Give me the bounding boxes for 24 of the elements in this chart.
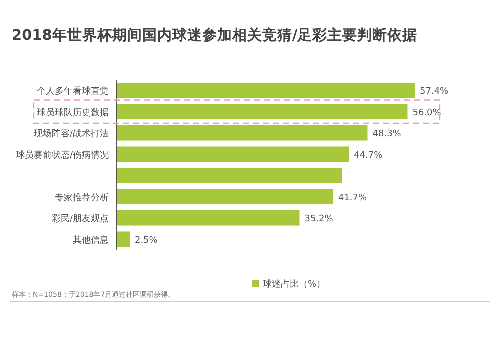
y-tick-label: 彩民/朋友观点 xyxy=(52,214,109,225)
bar xyxy=(117,146,350,162)
data-label: 44.7% xyxy=(354,150,384,161)
legend-label: 球迷占比（%） xyxy=(263,279,326,290)
y-tick-label: 球员赛前状态/伤病情况 xyxy=(16,150,109,161)
y-tick-label: 个人多年看球直觉 xyxy=(37,86,109,98)
bar xyxy=(117,232,130,248)
bar xyxy=(117,104,408,120)
chart-title: 2018年世界杯期间国内球迷参加相关竞猜/足彩主要判断依据 xyxy=(12,26,418,44)
bar xyxy=(117,82,415,98)
bar xyxy=(117,189,334,205)
data-label: 48.3% xyxy=(372,130,402,140)
bar xyxy=(117,210,300,226)
data-label: 2.5% xyxy=(134,236,158,246)
data-label: 41.7% xyxy=(338,193,368,204)
y-tick-label: 球员球队历史数据 xyxy=(37,107,109,118)
data-label: 56.0% xyxy=(412,108,442,118)
data-label: 57.4% xyxy=(420,87,450,98)
bar xyxy=(117,125,368,141)
y-tick-label: 专家推荐分析 xyxy=(55,192,109,204)
y-tick-label: 其他信息 xyxy=(73,234,109,246)
bar xyxy=(117,168,342,184)
y-tick-label: 现场阵容/战术打法 xyxy=(34,128,109,140)
data-label: 35.2% xyxy=(304,214,334,225)
